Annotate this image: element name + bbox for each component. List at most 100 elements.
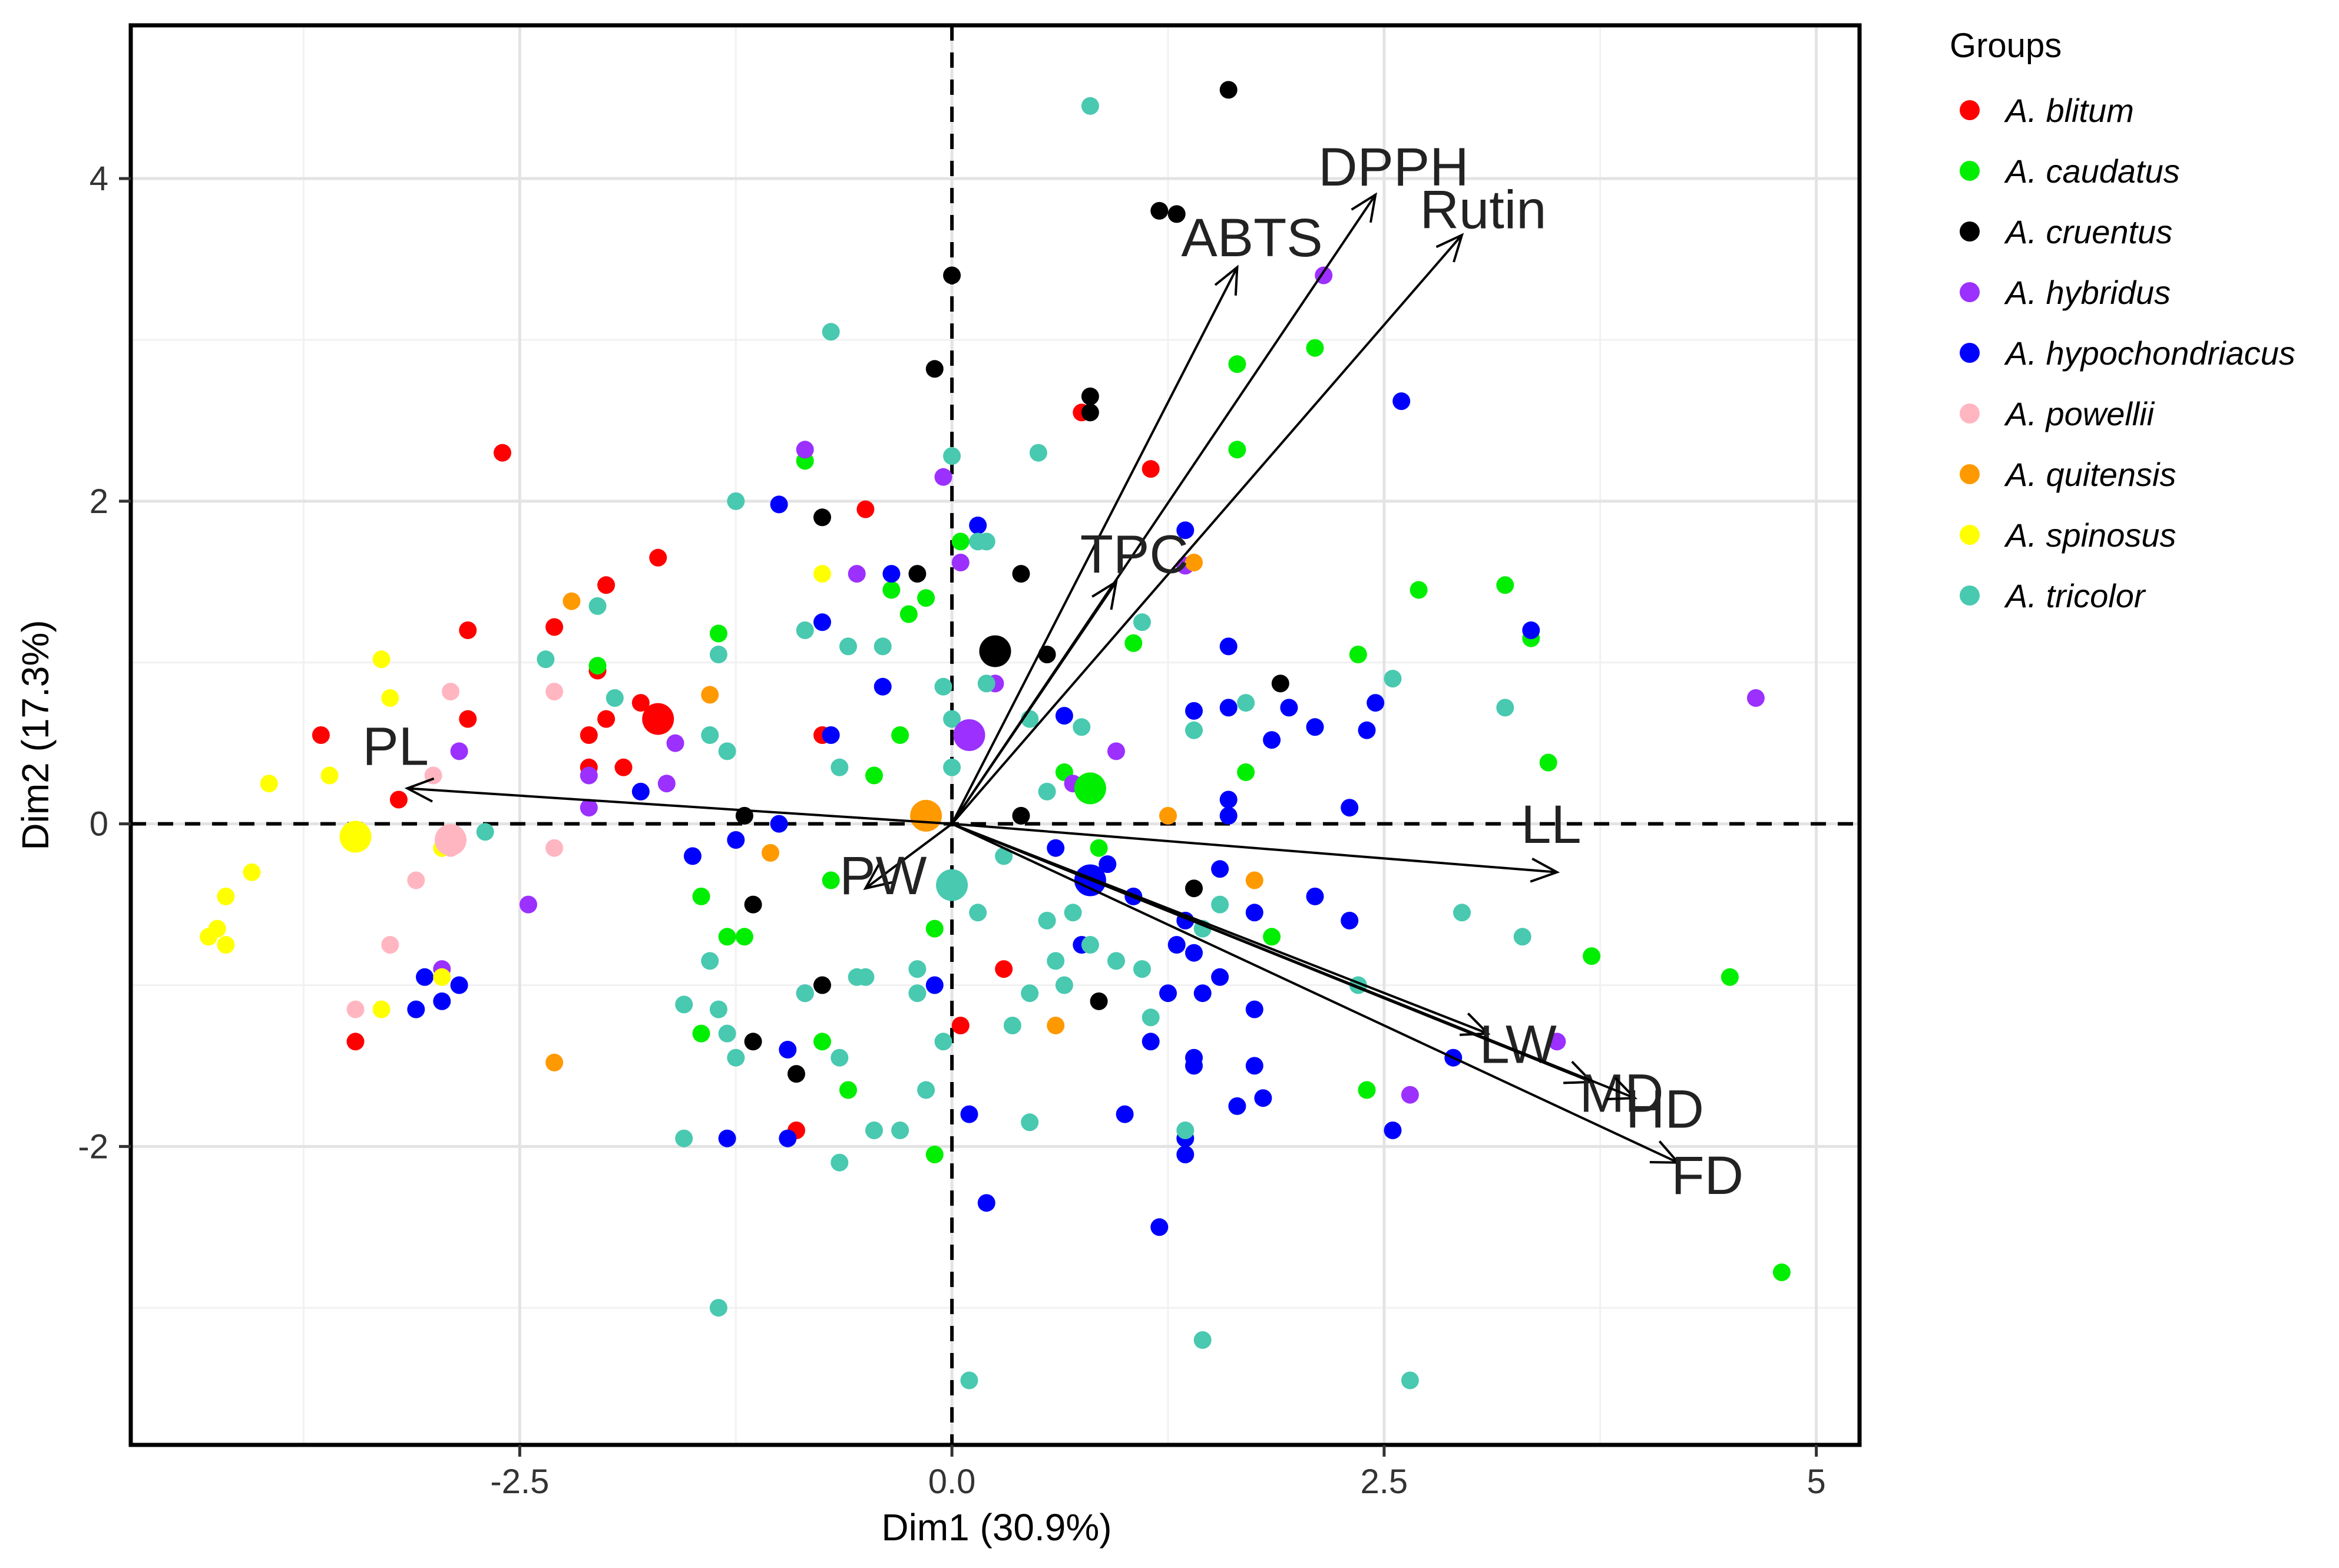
arrowhead-pw [863, 863, 894, 891]
point-hypochondriacus [1185, 944, 1203, 962]
point-cruentus [1150, 201, 1169, 220]
legend-key-caudatus [1960, 161, 1980, 181]
point-quitensis [563, 592, 581, 610]
point-cruentus [1219, 81, 1238, 99]
point-cruentus [788, 1065, 805, 1083]
point-hypochondriacus [450, 976, 468, 994]
legend-label-cruentus: A. cruentus [2004, 213, 2172, 250]
point-cruentus [1271, 674, 1289, 693]
point-hypochondriacus [882, 565, 901, 583]
arrow-tpc [951, 581, 1117, 825]
point-hypochondriacus [1306, 887, 1324, 905]
centroid-tricolor [936, 869, 968, 901]
point-tricolor [1133, 613, 1151, 631]
point-tricolor [718, 1024, 736, 1043]
point-caudatus [951, 532, 970, 551]
point-hypochondriacus [407, 1000, 425, 1018]
point-tricolor [874, 637, 892, 656]
point-hypochondriacus [1392, 392, 1411, 411]
point-tricolor [977, 674, 995, 693]
point-powellii [407, 871, 425, 889]
point-hypochondriacus [1211, 968, 1229, 986]
point-tricolor [1133, 960, 1151, 978]
point-hypochondriacus [1341, 799, 1359, 817]
point-hypochondriacus [1167, 936, 1186, 954]
point-hypochondriacus [1185, 702, 1203, 720]
point-hypochondriacus [416, 968, 434, 986]
point-hypochondriacus [1367, 694, 1385, 712]
point-powellii [346, 1000, 365, 1018]
arrowhead-ll [1530, 858, 1560, 883]
legend-key-hypochondriacus [1960, 343, 1980, 363]
variable-label-fd: FD [1671, 1146, 1744, 1206]
point-blitum [459, 710, 477, 728]
point-tricolor [1064, 904, 1082, 922]
point-hybridus [657, 775, 676, 793]
legend-label-powellii: A. powellii [2004, 395, 2155, 432]
point-caudatus [1228, 355, 1246, 373]
point-cruentus [1090, 992, 1108, 1010]
point-tricolor [822, 323, 840, 341]
point-tricolor [675, 995, 693, 1014]
point-caudatus [1358, 1081, 1376, 1099]
point-blitum [1142, 460, 1160, 478]
point-powellii [442, 683, 459, 701]
point-tricolor [718, 742, 736, 760]
point-blitum [951, 1017, 970, 1034]
point-tricolor [1038, 782, 1056, 800]
point-blitum [856, 500, 875, 518]
arrow-pw [865, 823, 953, 889]
point-hypochondriacus [1245, 1057, 1263, 1075]
point-spinosus [813, 565, 831, 583]
point-caudatus [1228, 441, 1246, 459]
point-blitum [649, 548, 667, 567]
y-tick-label: 2 [90, 482, 108, 521]
point-tricolor [1073, 718, 1091, 736]
point-tricolor [709, 1299, 727, 1317]
point-hypochondriacus [1384, 1122, 1402, 1139]
point-tricolor [908, 984, 927, 1003]
point-blitum [346, 1033, 365, 1051]
point-hybridus [450, 742, 468, 760]
point-tricolor [943, 758, 961, 776]
point-blitum [580, 726, 598, 744]
point-hypochondriacus [874, 677, 892, 696]
point-tricolor [701, 952, 719, 970]
point-tricolor [831, 1048, 849, 1067]
point-cruentus [908, 565, 927, 583]
point-hypochondriacus [1185, 1057, 1203, 1075]
point-hypochondriacus [1358, 721, 1376, 739]
point-blitum [459, 621, 477, 639]
arrowhead-pl [404, 777, 435, 803]
point-tricolor [1384, 670, 1402, 688]
point-tricolor [1003, 1017, 1021, 1034]
point-cruentus [1012, 806, 1030, 825]
point-spinosus [217, 936, 235, 954]
legend-key-powellii [1960, 403, 1980, 424]
point-caudatus [588, 657, 607, 675]
point-quitensis [1047, 1017, 1065, 1034]
point-powellii [545, 683, 564, 701]
point-tricolor [934, 677, 952, 696]
point-tricolor [831, 1153, 849, 1172]
point-tricolor [917, 1081, 935, 1099]
centroid-powellii [435, 824, 467, 856]
point-tricolor [1176, 1122, 1195, 1139]
point-hypochondriacus [1263, 731, 1281, 749]
point-tricolor [1401, 1371, 1419, 1390]
point-hypochondriacus [1055, 707, 1073, 725]
point-caudatus [1237, 763, 1255, 781]
point-caudatus [1349, 646, 1367, 664]
point-caudatus [813, 1033, 831, 1051]
point-hypochondriacus [779, 1041, 797, 1058]
arrowhead-dpph [1351, 192, 1377, 223]
point-tricolor [1193, 1331, 1212, 1349]
point-tricolor [865, 1122, 883, 1139]
point-tricolor [1055, 976, 1073, 994]
point-powellii [545, 839, 564, 857]
point-hypochondriacus [925, 976, 944, 994]
point-tricolor [839, 637, 857, 656]
point-tricolor [1038, 911, 1056, 929]
point-spinosus [208, 919, 226, 938]
